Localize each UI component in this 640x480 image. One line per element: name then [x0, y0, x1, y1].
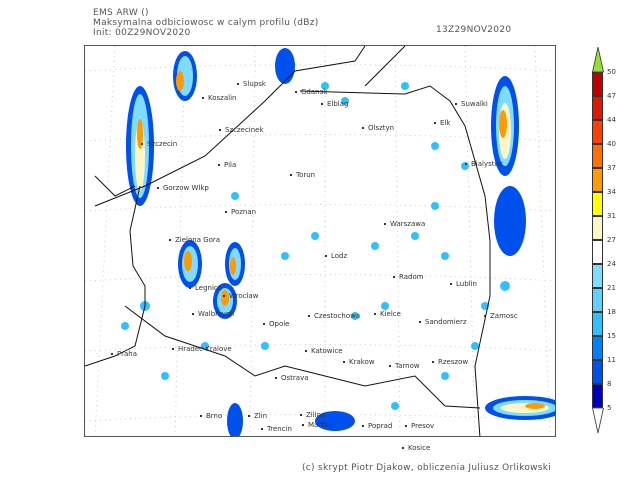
city-label: Presov — [405, 422, 434, 431]
colorbar-over-triangle — [592, 47, 604, 73]
city-label: Sandomierz — [419, 318, 467, 327]
city-label: Wroclaw — [223, 292, 258, 301]
city-label: Koszalin — [202, 94, 236, 103]
borders-and-coastline — [85, 46, 491, 436]
colorbar-label: 50 — [607, 68, 616, 76]
city-label: Ostrava — [275, 374, 309, 383]
colorbar-segment — [592, 384, 603, 408]
city-label: Lublin — [450, 280, 477, 289]
city-label: Martin — [302, 421, 330, 430]
city-label: Czestochowa — [308, 312, 360, 321]
city-label: Trencin — [261, 425, 292, 434]
city-label: Zamosc — [484, 312, 518, 321]
colorbar-segment — [592, 216, 603, 240]
colorbar-label: 21 — [607, 284, 616, 292]
colorbar-segment — [592, 120, 603, 144]
colorbar-label: 24 — [607, 260, 616, 268]
colorbar-label: 31 — [607, 212, 616, 220]
city-label: Krakow — [343, 358, 375, 367]
city-label: Poprad — [362, 422, 392, 431]
colorbar-segment — [592, 312, 603, 336]
city-label: Lodz — [325, 252, 347, 261]
city-label: Szczecin — [141, 140, 177, 149]
city-label: Poznan — [225, 208, 256, 217]
city-label: Hradec Kralove — [172, 345, 232, 354]
city-label: Tarnow — [389, 362, 420, 371]
city-label: Kosice — [402, 444, 430, 453]
city-label: Torun — [290, 171, 315, 180]
city-label: Elblag — [321, 100, 349, 109]
city-label: Gorzow Wlkp — [157, 184, 209, 193]
city-label: Olsztyn — [362, 124, 394, 133]
colorbar-label: 5 — [607, 404, 612, 412]
field-title: Maksymalna odbiciowosc w calym profilu (… — [93, 18, 319, 28]
colorbar-label: 37 — [607, 164, 616, 172]
colorbar-label: 15 — [607, 332, 616, 340]
city-label: Bialystok — [465, 160, 503, 169]
city-label: Pila — [218, 161, 236, 170]
colorbar-segment — [592, 240, 603, 264]
city-label: Zilina — [300, 411, 325, 420]
city-label: Kielce — [374, 310, 401, 319]
colorbar-label: 18 — [607, 308, 616, 316]
city-label: Gdansk — [295, 88, 327, 97]
colorbar-label: 34 — [607, 188, 616, 196]
city-label: Brno — [200, 412, 222, 421]
city-label: Radom — [393, 273, 424, 282]
colorbar-label: 11 — [607, 356, 616, 364]
map-canvas — [85, 46, 555, 436]
graticule — [85, 46, 555, 436]
city-label: Warszawa — [384, 220, 425, 229]
colorbar-segment — [592, 168, 603, 192]
init-time: Init: 00Z29NOV2020 — [93, 28, 191, 38]
city-label: Rzeszow — [432, 358, 468, 367]
city-label: Opole — [263, 320, 290, 329]
colorbar-label: 47 — [607, 92, 616, 100]
reflectivity-field — [121, 48, 555, 436]
colorbar-under-triangle — [592, 408, 604, 434]
city-label: Zielona Gora — [169, 236, 220, 245]
city-label: Slupsk — [237, 80, 266, 89]
colorbar-segment — [592, 336, 603, 360]
colorbar-label: 44 — [607, 116, 616, 124]
colorbar-label: 40 — [607, 140, 616, 148]
colorbar-segment — [592, 144, 603, 168]
colorbar-segment — [592, 288, 603, 312]
credit-text: (c) skrypt Piotr Djakow, obliczenia Juli… — [302, 463, 552, 473]
city-label: Legnica — [189, 284, 222, 293]
city-label: Katowice — [305, 347, 343, 356]
colorbar-segment — [592, 360, 603, 384]
radar-map: Koszalin Slupsk Gdansk Elblag Olsztyn Su… — [84, 45, 556, 437]
colorbar-segment — [592, 96, 603, 120]
colorbar-segment — [592, 264, 603, 288]
city-label: Szczecinek — [219, 126, 264, 135]
city-label: Zlin — [248, 412, 267, 421]
colorbar-label: 8 — [607, 380, 612, 388]
colorbar-label: 27 — [607, 236, 616, 244]
city-label: Elk — [434, 119, 450, 128]
city-label: Suwalki — [455, 100, 488, 109]
colorbar-segment — [592, 192, 603, 216]
valid-time: 13Z29NOV2020 — [436, 25, 512, 35]
city-label: Praha — [111, 350, 137, 359]
model-title: EMS ARW () — [93, 8, 149, 18]
colorbar-segment — [592, 72, 603, 96]
city-label: Walbrzych — [192, 310, 234, 319]
